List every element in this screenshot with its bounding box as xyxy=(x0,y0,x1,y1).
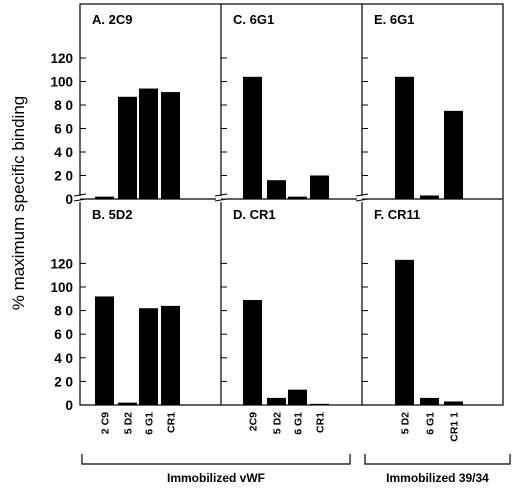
panel-title: E. 6G1 xyxy=(374,12,414,27)
bar xyxy=(139,88,158,199)
panel-title: B. 5D2 xyxy=(92,207,132,222)
y-tick-label: 2 0 xyxy=(54,169,73,184)
y-tick-label: 4 0 xyxy=(54,145,73,160)
x-tick-label: 5 D2 xyxy=(400,412,412,434)
y-tick-label: 6 0 xyxy=(54,122,73,137)
y-tick-label: 120 xyxy=(50,51,73,66)
bar xyxy=(243,299,262,405)
bar xyxy=(243,76,262,199)
plot-frame xyxy=(73,3,504,406)
bar xyxy=(161,92,180,199)
y-axis: 0 2 0 4 0 6 0 8 0 100 120 0 2 0 4 0 6 0 8 0 100 120 xyxy=(50,51,368,413)
bar xyxy=(395,76,414,199)
x-tick-label: 6 G1 xyxy=(144,412,156,435)
x-tick-label: 6 G1 xyxy=(425,412,437,435)
bar xyxy=(95,196,114,199)
y-tick-label: 8 0 xyxy=(54,304,73,319)
x-tick-label: 6 G1 xyxy=(293,412,305,435)
bar xyxy=(267,397,286,405)
y-tick-label: 100 xyxy=(50,280,73,295)
chart-panel: C. 6G1 xyxy=(233,12,329,199)
chart-panel: A. 2C9 xyxy=(92,12,180,199)
bar xyxy=(267,180,286,199)
y-axis-label: % maximum specific binding xyxy=(9,96,28,310)
bar xyxy=(420,195,439,199)
bar xyxy=(118,96,137,199)
panel-title: C. 6G1 xyxy=(233,12,274,27)
category-labels: 2 C9 5 D2 6 G1 CR1 2C9 5 D2 6 G1 CR1 5 D2 6 G1 CR1… xyxy=(100,412,461,442)
group-bracket xyxy=(364,454,511,465)
x-tick-label: CR1 1 xyxy=(449,412,461,442)
x-tick-label: 5 D2 xyxy=(272,412,284,434)
group-bracket xyxy=(81,454,351,465)
group-label: Immobilized vWF xyxy=(167,471,265,485)
bar xyxy=(118,402,137,405)
chart-panel: F. CR11 xyxy=(374,207,463,405)
bar xyxy=(420,397,439,405)
y-tick-label: 0 xyxy=(65,192,73,207)
axis-break-mark xyxy=(73,193,87,197)
bar xyxy=(444,110,463,199)
y-tick-label: 6 0 xyxy=(54,327,73,342)
y-tick-label: 4 0 xyxy=(54,351,73,366)
bar xyxy=(95,296,114,405)
x-tick-label: CR1 xyxy=(315,412,327,433)
bar xyxy=(310,403,329,405)
axis-break-mark xyxy=(214,193,228,197)
y-tick-label: 100 xyxy=(50,75,73,90)
panels: A. 2C9 C. 6G1 E. 6G1 B. 5D2 D. CR1 F. CR11 xyxy=(92,12,463,405)
x-tick-label: CR1 xyxy=(166,412,178,433)
bar xyxy=(161,305,180,405)
y-tick-label: 2 0 xyxy=(54,374,73,389)
x-tick-label: 5 D2 xyxy=(123,412,135,434)
bar xyxy=(395,259,414,405)
bar xyxy=(444,401,463,405)
axis-break-mark xyxy=(355,193,369,197)
chart-panel: D. CR1 xyxy=(233,207,329,405)
panel-title: F. CR11 xyxy=(374,207,420,222)
bar xyxy=(310,175,329,199)
y-tick-label: 120 xyxy=(50,256,73,271)
y-tick-label: 0 xyxy=(65,398,73,413)
group-brackets: Immobilized vWF Immobilized 39/34 xyxy=(81,454,511,485)
x-tick-label: 2C9 xyxy=(248,412,260,431)
chart-panel: E. 6G1 xyxy=(374,12,463,199)
bar xyxy=(139,308,158,405)
chart-panel: B. 5D2 xyxy=(92,207,180,405)
bar xyxy=(288,196,307,199)
x-tick-label: 2 C9 xyxy=(100,412,112,434)
bar xyxy=(288,389,307,405)
group-label: Immobilized 39/34 xyxy=(386,471,489,485)
y-tick-label: 8 0 xyxy=(54,98,73,113)
panel-title: D. CR1 xyxy=(233,207,276,222)
panel-title: A. 2C9 xyxy=(92,12,132,27)
